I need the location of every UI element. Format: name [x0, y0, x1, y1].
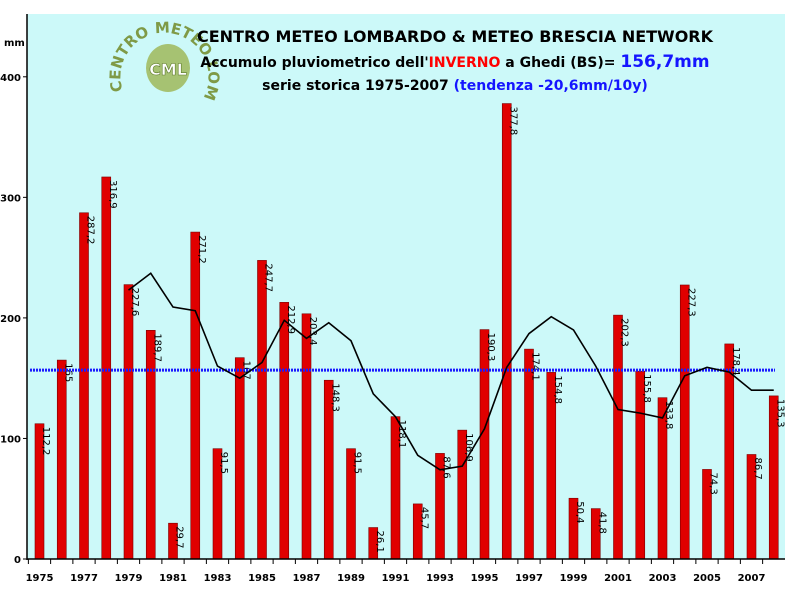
- bar-1986: [279, 302, 290, 560]
- bar-1985: [257, 260, 267, 560]
- bar-label-2005: 74,3: [708, 472, 719, 494]
- bar-2001: [613, 314, 623, 560]
- bar-1977: [79, 212, 89, 560]
- bar-label-2002: 155,8: [641, 374, 652, 403]
- bar-label-1982: 271,2: [196, 235, 207, 264]
- bar-label-1976: 165: [62, 363, 73, 382]
- x-tick-label: 1989: [337, 573, 365, 584]
- chart-title-line1: CENTRO METEO LOMBARDO & METEO BRESCIA NE…: [197, 27, 714, 46]
- x-tick-label: 1975: [26, 573, 54, 584]
- bar-1996: [501, 103, 512, 560]
- chart-title-line3: serie storica 1975-2007 (tendenza -20,6m…: [262, 78, 648, 94]
- bar-label-1986: 212,9: [285, 305, 296, 334]
- y-tick-label: 300: [0, 193, 21, 204]
- x-tick-label: 1995: [471, 573, 499, 584]
- logo-center-text: CML: [149, 60, 187, 79]
- bar-1987: [301, 313, 312, 560]
- bar-label-1999: 50,4: [574, 501, 585, 523]
- bar-1976: [56, 359, 67, 560]
- x-tick-label: 2007: [738, 573, 766, 584]
- logo-map-shape: [146, 44, 190, 92]
- bar-label-1983: 91,5: [218, 452, 229, 474]
- title-trend: (tendenza -20,6mm/10y): [454, 78, 648, 94]
- bar-2004: [679, 284, 690, 560]
- bar-1982: [190, 231, 201, 560]
- bar-1980: [145, 330, 156, 560]
- bar-1995: [479, 329, 490, 560]
- bar-label-1977: 287,2: [85, 216, 96, 245]
- bar-label-1996: 377,8: [507, 107, 518, 136]
- y-ticks-group: 0 100 200 300 400: [0, 73, 27, 566]
- title-line2-mid: a Ghedi (BS)=: [500, 55, 620, 71]
- bar-label-1997: 174,1: [530, 352, 541, 381]
- bar-labels-group: 112,2 165 287,2 316,9 227,6 189,7 29,7 271,2 91,…: [40, 107, 785, 553]
- chart-title-line2: Accumulo pluviometrico dell'INVERNO a Gh…: [200, 52, 709, 72]
- bar-label-1979: 227,6: [129, 288, 140, 317]
- bar-1984: [234, 357, 245, 560]
- x-tick-label: 1999: [560, 573, 588, 584]
- x-tick-label: 1987: [293, 573, 321, 584]
- x-tick-label: 2001: [604, 573, 632, 584]
- y-tick-label: 100: [0, 434, 21, 445]
- bar-label-1987: 203,4: [307, 317, 318, 346]
- x-tick-label: 1993: [426, 573, 454, 584]
- moving-average-line: [128, 272, 774, 471]
- x-ticks-group: 1975 1977 1979 1981 1983 1985 1987 1989 1991 1993…: [26, 559, 766, 584]
- title-series: serie storica 1975-2007: [262, 78, 453, 94]
- x-tick-label: 1991: [382, 573, 410, 584]
- bar-label-1994: 106,9: [463, 433, 474, 462]
- bar-label-1980: 189,7: [151, 333, 162, 362]
- bar-1978: [101, 176, 112, 560]
- plot-background: [27, 14, 785, 559]
- bar-label-1991: 118,1: [396, 420, 407, 449]
- bar-label-1984: 167: [240, 361, 251, 380]
- bar-label-1995: 190,3: [485, 333, 496, 362]
- bar-label-1978: 316,9: [107, 180, 118, 209]
- y-axis-label: mm: [4, 38, 25, 49]
- bar-label-2004: 227,3: [685, 288, 696, 317]
- bar-label-2003: 133,8: [663, 401, 674, 430]
- bar-label-1975: 112,2: [40, 427, 51, 456]
- bar-2006: [724, 343, 735, 560]
- bar-label-2008: 135,3: [774, 399, 785, 428]
- bar-label-1998: 154,8: [552, 375, 563, 404]
- bar-label-1981: 29,7: [174, 526, 185, 548]
- x-tick-label: 1985: [248, 573, 276, 584]
- bars-group: [34, 103, 779, 560]
- x-tick-label: 1979: [115, 573, 143, 584]
- x-tick-label: 2003: [649, 573, 677, 584]
- bar-label-2007: 86,7: [752, 457, 763, 479]
- bar-label-2001: 202,3: [619, 318, 630, 347]
- bar-label-1990: 26,1: [374, 531, 385, 553]
- y-tick-label: 400: [0, 73, 21, 84]
- x-tick-label: 2005: [693, 573, 721, 584]
- bar-label-1985: 247,7: [263, 263, 274, 292]
- bar-label-1988: 148,3: [329, 383, 340, 412]
- x-tick-label: 1997: [515, 573, 543, 584]
- bar-label-2006: 178,4: [730, 347, 741, 376]
- x-tick-label: 1981: [159, 573, 187, 584]
- bar-label-1992: 45,7: [418, 507, 429, 529]
- title-season: INVERNO: [429, 55, 501, 71]
- y-tick-label: 200: [0, 314, 21, 325]
- x-tick-label: 1983: [204, 573, 232, 584]
- title-line2-prefix: Accumulo pluviometrico dell': [200, 55, 428, 71]
- bar-label-1993: 87,6: [441, 456, 452, 478]
- bar-label-1989: 91,5: [352, 452, 363, 474]
- x-tick-label: 1977: [70, 573, 98, 584]
- y-tick-label: 0: [14, 555, 21, 566]
- bar-1979: [123, 284, 134, 560]
- title-average-value: 156,7mm: [620, 52, 709, 72]
- bar-label-2000: 41,8: [596, 512, 607, 534]
